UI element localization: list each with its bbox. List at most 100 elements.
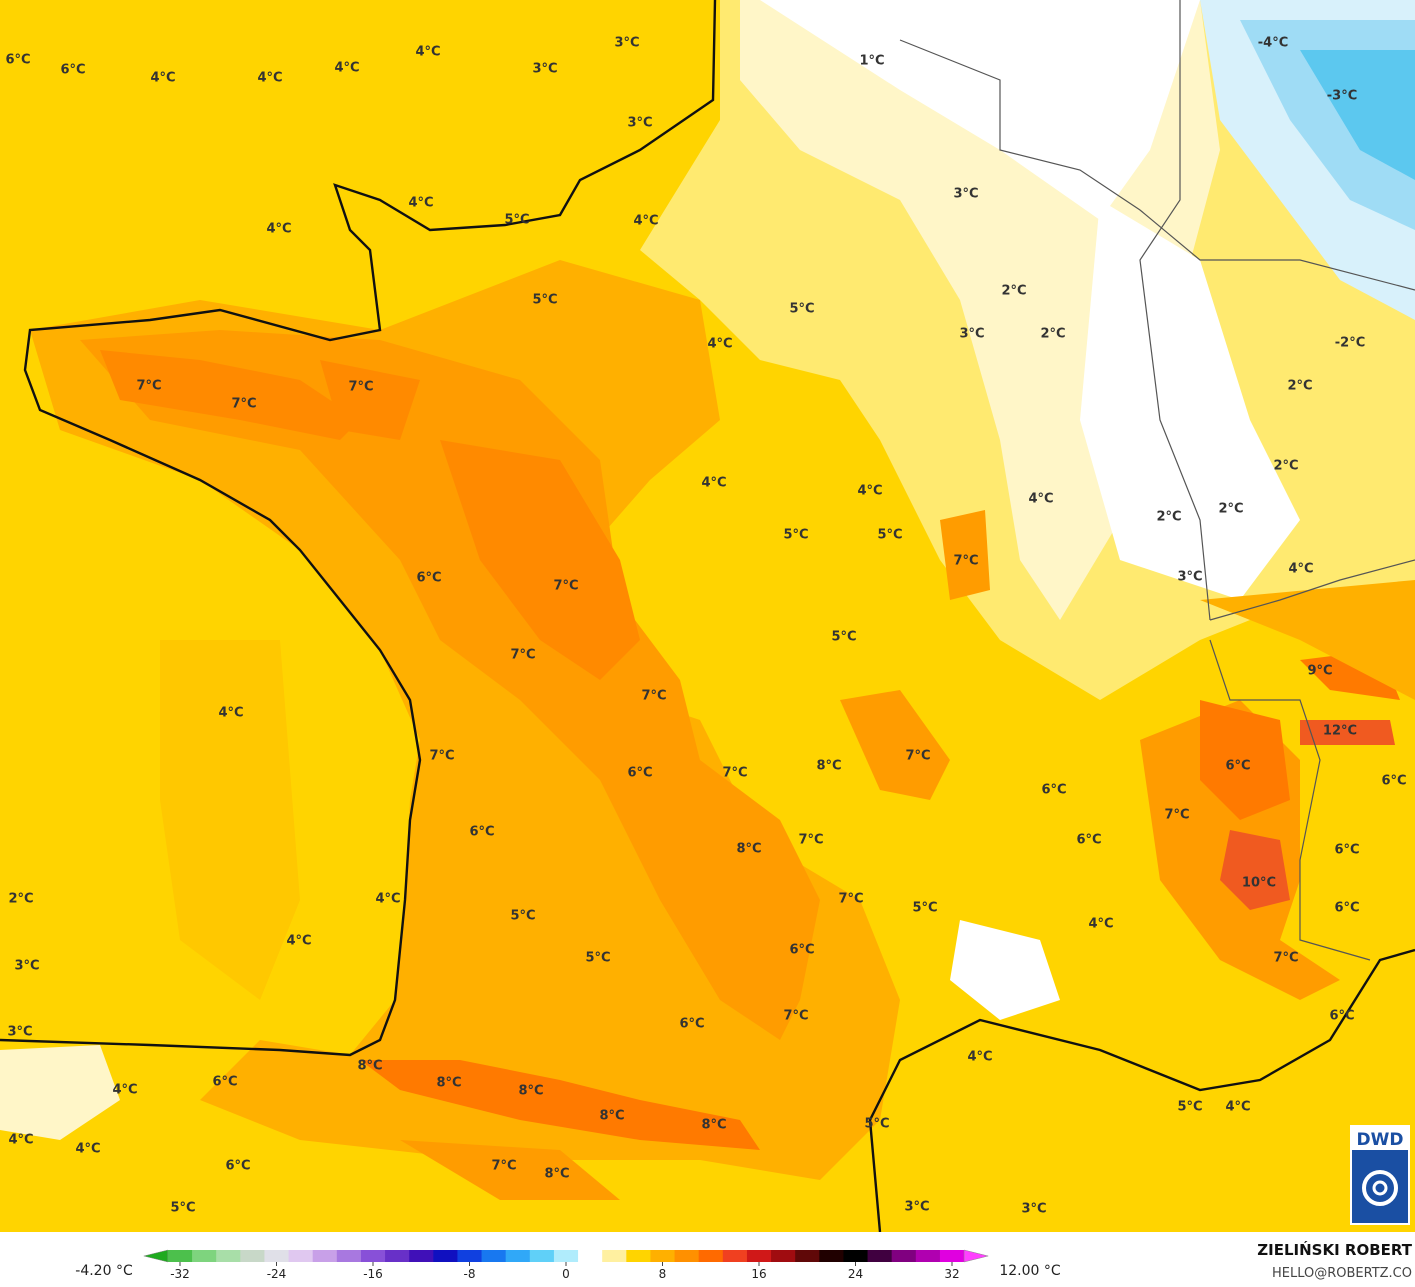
- temp-label: 7°C: [838, 892, 863, 907]
- temp-label: 3°C: [959, 327, 984, 342]
- colorbar-swatch: [481, 1250, 507, 1262]
- temp-label: 4°C: [707, 337, 732, 352]
- temp-label: 5°C: [877, 528, 902, 543]
- temp-label: 5°C: [1177, 1100, 1202, 1115]
- temp-label: 2°C: [1273, 459, 1298, 474]
- temp-label: 7°C: [798, 833, 823, 848]
- author: ZIELIŃSKI ROBERT: [1257, 1240, 1412, 1259]
- colorbar-swatch: [312, 1250, 338, 1262]
- temp-label: 4°C: [112, 1083, 137, 1098]
- temp-label: 12°C: [1323, 724, 1357, 739]
- dwd-logo: DWD: [1350, 1125, 1410, 1225]
- temp-label: 5°C: [783, 528, 808, 543]
- temp-label: 7°C: [348, 380, 373, 395]
- temp-label: -3°C: [1327, 89, 1357, 104]
- temp-label: 4°C: [286, 934, 311, 949]
- temp-label: 8°C: [357, 1059, 382, 1074]
- colorbar-swatch: [216, 1250, 241, 1262]
- temp-label: 4°C: [334, 61, 359, 76]
- temp-label: 8°C: [736, 842, 761, 857]
- colorbar-tick-label: 8: [659, 1267, 667, 1281]
- temp-label: 7°C: [722, 766, 747, 781]
- contact: HELLO@ROBERTZ.CO: [1272, 1266, 1412, 1281]
- temp-label: 3°C: [532, 62, 557, 77]
- temp-label: 2°C: [1040, 327, 1065, 342]
- colorbar-swatch: [674, 1250, 700, 1262]
- temp-label: 8°C: [518, 1084, 543, 1099]
- colorbar-swatch: [939, 1250, 965, 1262]
- temp-label: 4°C: [415, 45, 440, 60]
- temp-label: 10°C: [1242, 876, 1276, 891]
- colorbar-swatch: [698, 1250, 724, 1262]
- temp-label: 4°C: [375, 892, 400, 907]
- temp-label: 4°C: [75, 1142, 100, 1157]
- temp-label: 5°C: [585, 951, 610, 966]
- temp-label: 1°C: [859, 54, 884, 69]
- temp-label: 6°C: [1334, 843, 1359, 858]
- colorbar-swatch: [457, 1250, 483, 1262]
- temp-label: 4°C: [701, 476, 726, 491]
- colorbar-tick-label: -8: [464, 1267, 476, 1281]
- coastline: [0, 0, 1415, 1233]
- temp-label: 9°C: [1307, 664, 1332, 679]
- temp-label: 4°C: [8, 1133, 33, 1148]
- colorbar-swatch: [915, 1250, 941, 1262]
- colorbar-swatch: [867, 1250, 893, 1262]
- colorbar-swatch: [529, 1250, 555, 1262]
- temp-label: 3°C: [1021, 1202, 1046, 1217]
- colorbar-swatch: [650, 1250, 676, 1262]
- colorbar-min: -4.20 °C: [75, 1263, 133, 1279]
- temp-label: 7°C: [1164, 808, 1189, 823]
- temp-label: 2°C: [1287, 379, 1312, 394]
- temp-label: 5°C: [504, 213, 529, 228]
- temp-label: 3°C: [14, 959, 39, 974]
- colorbar-swatch: [192, 1250, 217, 1262]
- colorbar-swatch: [409, 1250, 434, 1262]
- temp-label: 7°C: [1273, 951, 1298, 966]
- colorbar-swatch: [843, 1250, 869, 1262]
- temp-label: 3°C: [7, 1025, 32, 1040]
- temp-label: 7°C: [641, 689, 666, 704]
- colorbar-swatch: [626, 1250, 651, 1262]
- colorbar-swatch: [360, 1250, 386, 1262]
- temp-label: 4°C: [266, 222, 291, 237]
- colorbar-tick-label: 16: [751, 1267, 766, 1281]
- colorbar-tick-label: 0: [562, 1267, 570, 1281]
- temp-label: 8°C: [816, 759, 841, 774]
- temp-label: 6°C: [5, 53, 30, 68]
- temp-label: 3°C: [953, 187, 978, 202]
- temp-label: 5°C: [912, 901, 937, 916]
- temp-label: 6°C: [212, 1075, 237, 1090]
- colorbar-swatch: [433, 1250, 458, 1262]
- temp-label: 4°C: [1225, 1100, 1250, 1115]
- colorbar-tick-label: -24: [267, 1267, 287, 1281]
- colorbar-swatch: [385, 1250, 410, 1262]
- colorbar-swatch: [240, 1250, 265, 1262]
- temp-label: 6°C: [1334, 901, 1359, 916]
- temp-label: 8°C: [544, 1167, 569, 1182]
- temp-label: 6°C: [789, 943, 814, 958]
- temp-label: 7°C: [553, 579, 578, 594]
- colorbar-swatch: [336, 1250, 362, 1262]
- colorbar-swatch: [288, 1250, 314, 1262]
- temp-label: 2°C: [1218, 502, 1243, 517]
- temp-label: 6°C: [1329, 1009, 1354, 1024]
- temp-label: 7°C: [491, 1159, 516, 1174]
- temp-label: 6°C: [627, 766, 652, 781]
- colorbar: -32 -24 -16 -8 0 8 16 24 32: [143, 1249, 989, 1281]
- temp-label: 4°C: [633, 214, 658, 229]
- temp-label: 5°C: [170, 1201, 195, 1216]
- temp-label: 6°C: [225, 1159, 250, 1174]
- temp-label: 3°C: [904, 1200, 929, 1215]
- colorbar-swatch: [505, 1250, 531, 1262]
- temp-label: 4°C: [967, 1050, 992, 1065]
- colorbar-swatch: [819, 1250, 844, 1262]
- temp-label: 5°C: [789, 302, 814, 317]
- temp-label: 4°C: [257, 71, 282, 86]
- colorbar-tick-label: -32: [170, 1267, 190, 1281]
- temp-label: 7°C: [783, 1009, 808, 1024]
- temp-label: 4°C: [1088, 917, 1113, 932]
- temp-label: -2°C: [1335, 336, 1365, 351]
- temp-label: 2°C: [1001, 284, 1026, 299]
